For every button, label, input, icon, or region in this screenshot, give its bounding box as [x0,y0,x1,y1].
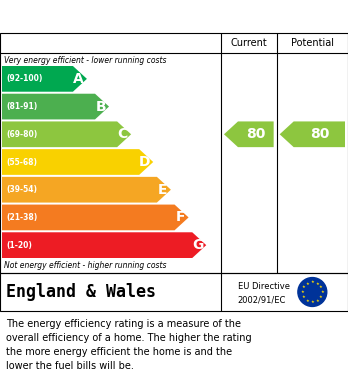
Text: (92-100): (92-100) [6,74,42,83]
Text: ★: ★ [302,295,306,299]
Polygon shape [2,204,189,230]
Polygon shape [2,94,109,119]
Text: ★: ★ [315,282,319,285]
Text: Potential: Potential [291,38,334,48]
Text: E: E [158,183,167,197]
Circle shape [298,278,327,307]
Text: (21-38): (21-38) [6,213,37,222]
Text: overall efficiency of a home. The higher the rating: overall efficiency of a home. The higher… [6,333,252,343]
Text: The energy efficiency rating is a measure of the: The energy efficiency rating is a measur… [6,319,241,329]
Text: ★: ★ [310,280,314,284]
Polygon shape [2,66,87,92]
Polygon shape [2,177,171,203]
Polygon shape [2,122,131,147]
Text: Energy Efficiency Rating: Energy Efficiency Rating [9,9,211,23]
Text: ★: ★ [319,295,323,299]
Text: ★: ★ [306,298,309,303]
Text: C: C [118,127,128,141]
Text: ★: ★ [320,290,324,294]
Text: ★: ★ [315,298,319,303]
Polygon shape [280,122,345,147]
Polygon shape [224,122,274,147]
Text: lower the fuel bills will be.: lower the fuel bills will be. [6,361,134,371]
Text: G: G [192,238,204,252]
Text: A: A [73,72,84,86]
Text: ★: ★ [306,282,309,285]
Text: Not energy efficient - higher running costs: Not energy efficient - higher running co… [4,261,166,270]
Text: Current: Current [230,38,267,48]
Text: (81-91): (81-91) [6,102,37,111]
Text: F: F [175,210,185,224]
Text: (69-80): (69-80) [6,130,37,139]
Text: (39-54): (39-54) [6,185,37,194]
Text: (1-20): (1-20) [6,240,32,249]
Text: the more energy efficient the home is and the: the more energy efficient the home is an… [6,347,232,357]
Text: EU Directive: EU Directive [238,282,290,291]
Text: ★: ★ [302,285,306,289]
Polygon shape [2,232,206,258]
Text: England & Wales: England & Wales [6,283,156,301]
Text: ★: ★ [319,285,323,289]
Text: 80: 80 [310,127,329,141]
Text: (55-68): (55-68) [6,158,37,167]
Text: 80: 80 [246,127,266,141]
Text: D: D [139,155,151,169]
Text: B: B [95,100,106,113]
Text: ★: ★ [310,300,314,304]
Text: Very energy efficient - lower running costs: Very energy efficient - lower running co… [4,56,166,65]
Polygon shape [2,149,153,175]
Text: 2002/91/EC: 2002/91/EC [238,295,286,304]
Text: ★: ★ [301,290,304,294]
